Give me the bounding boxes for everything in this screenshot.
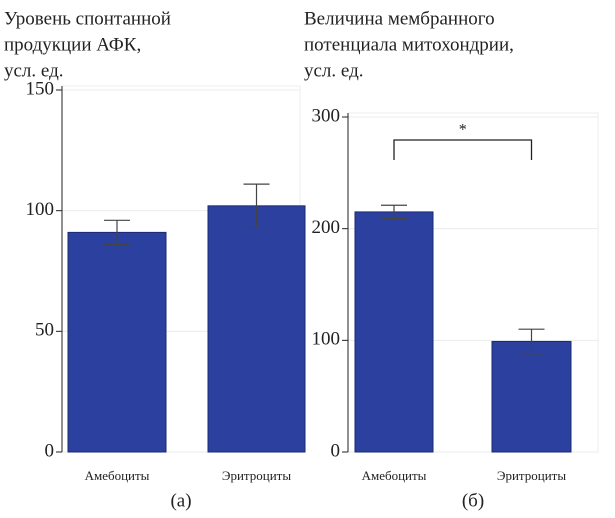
chart-title: потенциала митохондрии, — [304, 34, 514, 55]
panel-label: (б) — [462, 490, 484, 511]
chart-title: усл. ед. — [304, 60, 364, 81]
y-tick-label: 150 — [26, 78, 55, 99]
chart-title: Уровень спонтанной — [4, 8, 171, 29]
bar — [67, 231, 167, 453]
annotation: * — [459, 122, 467, 139]
chart-title: Величина мембранного — [304, 8, 495, 29]
y-tick-label: 0 — [331, 440, 341, 461]
significance-bracket — [393, 139, 533, 160]
y-tick-label: 100 — [312, 329, 341, 350]
bar — [491, 340, 572, 453]
bar — [354, 211, 434, 453]
panel-label: (а) — [170, 490, 191, 511]
x-tick-label: Эритроциты — [497, 468, 566, 483]
x-tick-label: Эритроциты — [222, 468, 291, 483]
y-tick-label: 100 — [26, 199, 55, 220]
bar — [207, 205, 306, 453]
x-tick-label: Амебоциты — [85, 468, 150, 483]
y-tick-label: 0 — [45, 440, 55, 461]
y-tick-label: 300 — [312, 105, 341, 126]
y-tick-label: 50 — [35, 320, 54, 341]
x-tick-label: Амебоциты — [362, 468, 427, 483]
y-tick-label: 200 — [312, 217, 341, 238]
chart-title: усл. ед. — [4, 60, 64, 81]
chart-title: продукции АФК, — [4, 34, 141, 55]
